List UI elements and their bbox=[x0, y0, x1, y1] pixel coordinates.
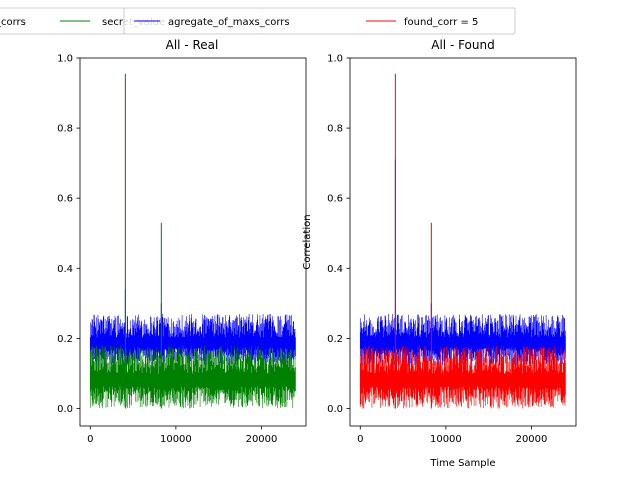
x-tick-label: 10000 bbox=[430, 434, 462, 445]
y-tick-label: 0.8 bbox=[57, 124, 73, 135]
y-tick-label: 0.2 bbox=[327, 334, 343, 345]
series-agregate-of-maxs-corrs-trace bbox=[359, 313, 566, 367]
y-tick-label: 0.6 bbox=[327, 194, 343, 205]
x-tick-label: 20000 bbox=[246, 434, 278, 445]
legend-frame-right bbox=[123, 7, 516, 35]
legend: _corrs secret_value agregate_of_maxs_cor… bbox=[0, 7, 516, 35]
chart-title-real: All - Real bbox=[166, 38, 219, 52]
y-tick-label: 0.4 bbox=[327, 264, 343, 275]
x-tick-label: 10000 bbox=[160, 434, 192, 445]
plot-area-real bbox=[89, 73, 296, 409]
series-secret-value-trace bbox=[89, 345, 296, 409]
y-ticks-real: 0.0 0.2 0.4 0.6 0.8 1.0 bbox=[57, 54, 80, 415]
x-ticks-found: 0 10000 20000 bbox=[357, 426, 547, 445]
y-ticks-found: 0.0 0.2 0.4 0.6 0.8 1.0 bbox=[327, 54, 350, 415]
y-tick-label: 0.6 bbox=[57, 194, 73, 205]
y-axis-label-found: Correlation bbox=[302, 214, 313, 269]
axes-frame-real bbox=[79, 57, 307, 427]
plot-area-found bbox=[359, 73, 566, 409]
y-tick-label: 0.4 bbox=[57, 264, 73, 275]
subplot-found: All - Found 0 10000 20000 0.0 0.2 0.4 0.6 0.8 1… bbox=[302, 38, 577, 469]
y-tick-label: 0.0 bbox=[327, 404, 343, 415]
x-axis-label-found: Time Sample bbox=[429, 458, 495, 469]
x-ticks-real: 0 10000 20000 bbox=[87, 426, 277, 445]
axes-frame-found bbox=[349, 57, 577, 427]
legend-label-corrs: _corrs bbox=[0, 17, 26, 28]
legend-box-right: agregate_of_maxs_corrs found_corr = 5 bbox=[123, 7, 516, 35]
y-tick-label: 0.0 bbox=[57, 404, 73, 415]
y-tick-label: 1.0 bbox=[327, 54, 343, 65]
x-tick-label: 0 bbox=[87, 434, 93, 445]
x-tick-label: 0 bbox=[357, 434, 363, 445]
y-tick-label: 1.0 bbox=[57, 54, 73, 65]
y-tick-label: 0.8 bbox=[327, 124, 343, 135]
chart-title-found: All - Found bbox=[431, 38, 494, 52]
y-tick-label: 0.2 bbox=[57, 334, 73, 345]
legend-label-aggregate: agregate_of_maxs_corrs bbox=[168, 17, 290, 28]
legend-label-found: found_corr = 5 bbox=[404, 17, 478, 28]
x-tick-label: 20000 bbox=[516, 434, 548, 445]
subplot-real: All - Real 0 10000 20000 0.0 0.2 0.4 0.6 0.8 1.… bbox=[57, 38, 307, 445]
series-found-corr-5-trace bbox=[359, 345, 566, 409]
